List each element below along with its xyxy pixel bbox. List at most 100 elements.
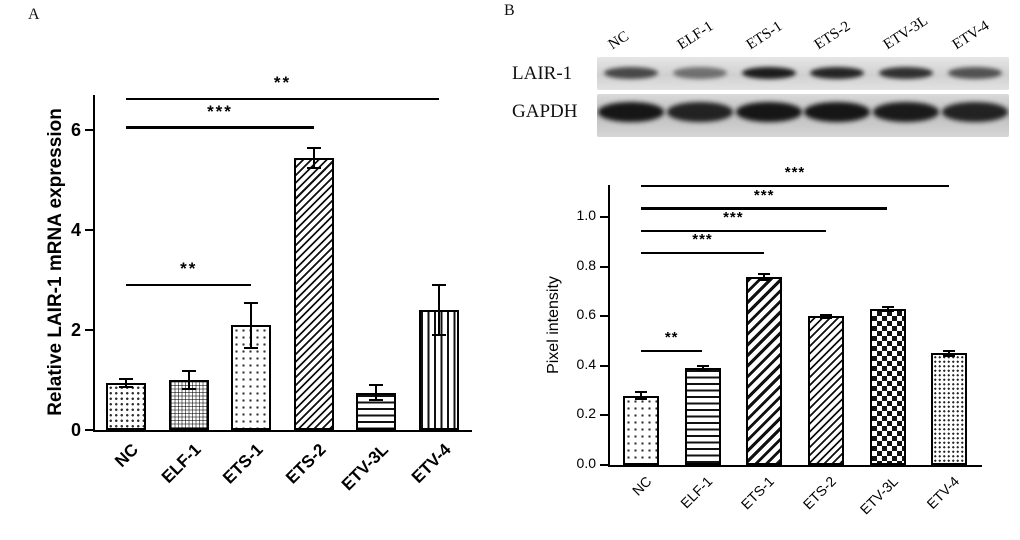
x-axis [608, 465, 982, 467]
blot-row-label-gapdh: GAPDH [512, 101, 578, 122]
bar-ETS-2 [807, 316, 844, 465]
error-bar-cap-bottom [244, 346, 259, 349]
error-bar-line [701, 366, 704, 371]
pixel-intensity-chart: Pixel intensity 0.0 0.2 0.4 0.6 0.8 1.0 NC ELF-… [520, 164, 1020, 540]
significance-stars: *** [753, 186, 775, 204]
x-category-label: ELF-1 [157, 440, 205, 487]
y-tick-mark [600, 265, 608, 268]
error-bar-cap-top [943, 349, 956, 352]
blot-band-ETS-1 [741, 67, 796, 79]
y-tick-label: 0.0 [576, 455, 596, 471]
error-bar-cap-top [244, 301, 259, 304]
y-axis [93, 95, 95, 430]
error-bar-cap-bottom [306, 166, 321, 169]
y-tick-label: 0.2 [576, 405, 596, 422]
blot-band-ETS-2 [804, 102, 871, 122]
y-tick-label: 1.0 [576, 207, 596, 224]
blot-band-ETS-1 [735, 102, 802, 122]
y-tick-mark [85, 329, 93, 331]
x-category-label: ETS-1 [219, 440, 267, 488]
error-bar-cap-top [634, 390, 647, 393]
error-bar-cap-bottom [431, 334, 446, 336]
y-tick-mark [600, 464, 608, 466]
error-bar-cap-bottom [634, 398, 647, 401]
x-axis [93, 430, 472, 432]
y-tick-label: 0.8 [576, 256, 596, 273]
blot-band-ETV-4 [941, 102, 1008, 122]
x-category-label: ETV-3L [856, 473, 901, 518]
x-category-label: ETV-3L [337, 440, 392, 495]
blot-band-ELF-1 [673, 67, 727, 79]
bar-ETV-3L [869, 308, 906, 465]
blot-lane-label-ELF-1: ELF-1 [674, 18, 717, 54]
mrna-expression-chart: Relative LAIR-1 mRNA expression 0 2 4 6 NC EL… [30, 30, 490, 520]
y-axis-label-a: Relative LAIR-1 mRNA expression [45, 108, 66, 416]
y-tick-mark [600, 315, 608, 318]
y-tick-label: 4 [70, 220, 81, 240]
x-category-label: ETV-4 [407, 440, 455, 487]
error-bar-line [639, 391, 642, 400]
error-bar-cap-bottom [369, 399, 384, 401]
y-tick-label: 0.6 [576, 306, 596, 323]
y-tick-mark [85, 429, 93, 431]
error-bar-line [250, 302, 253, 348]
y-tick-mark [600, 364, 608, 367]
significance-line [126, 97, 439, 101]
blot-lane-label-ETS-2: ETS-2 [812, 18, 854, 54]
error-bar-cap-bottom [119, 385, 134, 388]
error-bar-cap-top [881, 305, 894, 308]
blot-band-ETV-3L [873, 102, 939, 122]
panel-b-label: B [504, 2, 515, 19]
error-bar-cap-top [696, 365, 709, 368]
blot-band-NC [604, 67, 659, 79]
error-bar-line [375, 385, 378, 400]
significance-line [640, 349, 703, 353]
bar-NC [622, 395, 659, 465]
x-category-label: ETS-2 [281, 440, 330, 488]
bar-ETV-4 [931, 353, 968, 465]
bar-ETS-2 [293, 157, 334, 430]
blot-band-ETS-2 [810, 67, 865, 79]
error-bar-line [125, 378, 128, 387]
error-bar-cap-top [119, 377, 134, 380]
error-bar-line [437, 285, 440, 335]
significance-stars: ** [273, 73, 292, 92]
blot-band-NC [598, 102, 665, 122]
y-tick-label: 2 [70, 320, 81, 340]
significance-line [640, 184, 950, 188]
blot-band-ETV-3L [879, 67, 933, 79]
blot-lane-label-ETV-4: ETV-4 [949, 17, 992, 54]
x-category-label: ELF-1 [677, 473, 716, 512]
bar-ELF-1 [684, 368, 721, 465]
error-bar-cap-top [369, 384, 384, 386]
error-bar-cap-bottom [881, 309, 894, 312]
error-bar-cap-bottom [819, 316, 832, 319]
y-tick-mark [600, 414, 608, 417]
error-bar-cap-bottom [696, 369, 709, 372]
error-bar-cap-top [758, 272, 771, 275]
error-bar-line [763, 273, 766, 280]
error-bar-cap-bottom [181, 388, 196, 390]
y-tick-mark [85, 129, 93, 131]
error-bar-line [187, 371, 190, 389]
x-category-label: ETS-1 [738, 473, 778, 513]
blot-lane-labels: NC ELF-1 ETS-1 ETS-2 ETV-3L ETV-4 [597, 4, 1009, 54]
x-category-label: NC [110, 440, 142, 471]
error-bar-cap-top [431, 284, 446, 286]
y-tick-label: 0 [70, 420, 81, 440]
significance-line [640, 251, 765, 255]
error-bar-cap-top [306, 146, 321, 149]
significance-line [640, 207, 888, 210]
y-axis [608, 185, 610, 465]
blot-band-row-lair1 [597, 57, 1009, 90]
blot-lane-label-NC: NC [606, 28, 633, 54]
y-tick-mark [85, 229, 93, 231]
significance-stars: *** [692, 231, 713, 249]
blot-lane-label-ETS-1: ETS-1 [743, 18, 785, 54]
error-bar-cap-top [819, 313, 832, 316]
panel-a-label: A [28, 6, 40, 23]
error-bar-cap-bottom [943, 355, 956, 358]
x-category-label: ETV-4 [923, 473, 963, 512]
error-bar-line [312, 147, 315, 168]
y-tick-mark [600, 216, 608, 219]
